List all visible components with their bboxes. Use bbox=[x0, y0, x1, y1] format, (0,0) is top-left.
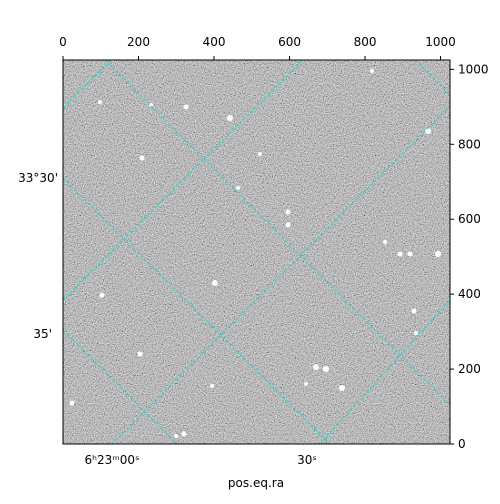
x-tick-label: 0 bbox=[59, 35, 67, 49]
y-tick-label: 1000 bbox=[458, 62, 489, 76]
stars bbox=[69, 69, 441, 438]
x-tick-label: 1000 bbox=[425, 35, 456, 49]
axes-frame bbox=[62, 59, 451, 445]
x-tick-label: 800 bbox=[354, 35, 377, 49]
x-tick-label: 600 bbox=[278, 35, 301, 49]
coordinate-grid bbox=[63, 60, 450, 444]
x-tick-label: 200 bbox=[127, 35, 150, 49]
y-tick-label: 0 bbox=[458, 437, 466, 451]
sky-image bbox=[63, 60, 450, 444]
ra-tick-label: 30ˢ bbox=[297, 453, 317, 467]
y-tick-label: 600 bbox=[458, 212, 481, 226]
dec-tick-label: 33°30' bbox=[18, 171, 58, 185]
y-tick-label: 800 bbox=[458, 137, 481, 151]
x-tick-label: 400 bbox=[203, 35, 226, 49]
y-tick-label: 200 bbox=[458, 362, 481, 376]
x-axis-label: pos.eq.ra bbox=[228, 476, 284, 490]
ra-tick-label: 6ʰ23ᵐ00ˢ bbox=[85, 453, 140, 467]
dec-tick-label: 35' bbox=[33, 327, 52, 341]
y-tick-label: 400 bbox=[458, 287, 481, 301]
